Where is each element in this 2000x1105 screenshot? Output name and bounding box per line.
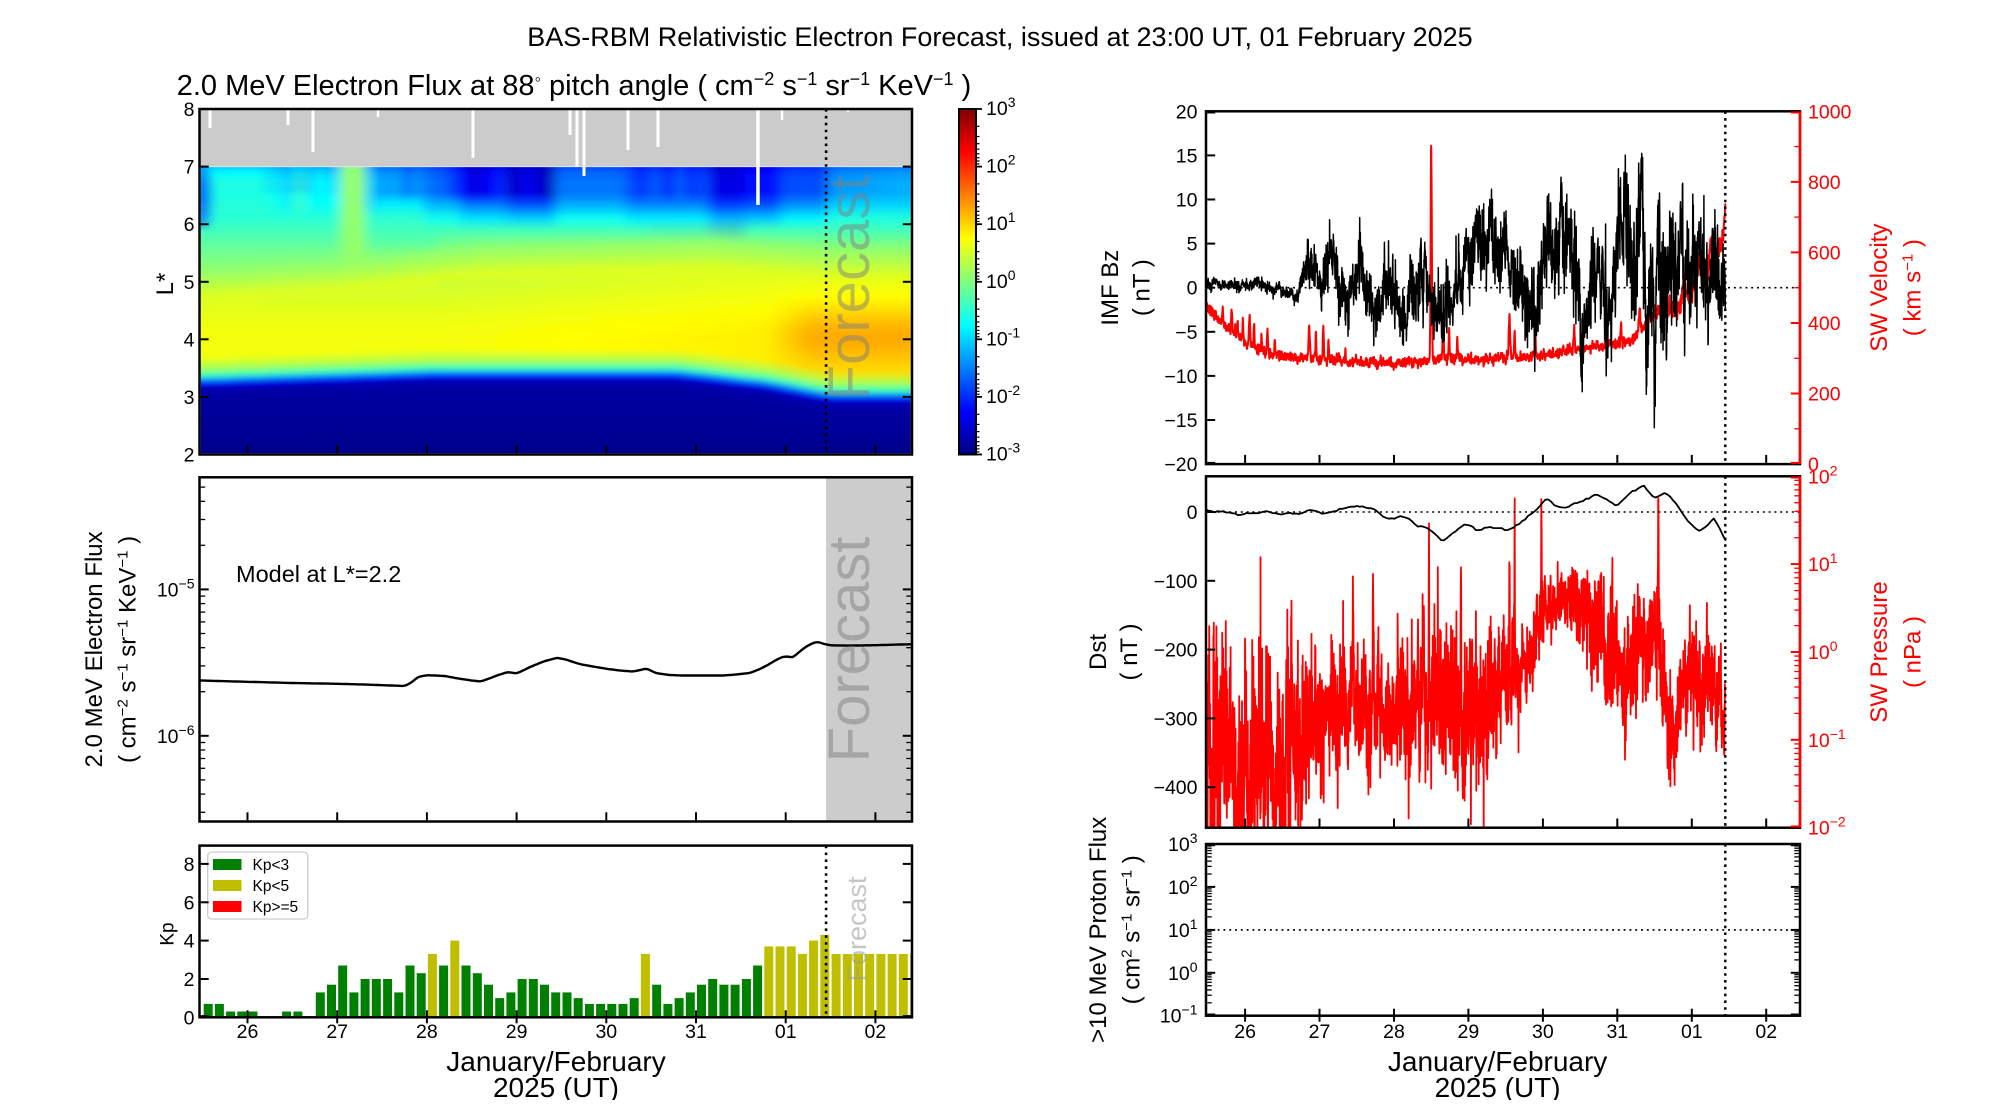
svg-text:3: 3 bbox=[184, 387, 195, 409]
svg-text:−5: −5 bbox=[1175, 322, 1197, 344]
svg-text:BAS-RBM Relativistic Electron: BAS-RBM Relativistic Electron Forecast, … bbox=[527, 22, 1472, 52]
svg-text:30: 30 bbox=[1532, 1021, 1554, 1043]
svg-text:26: 26 bbox=[1234, 1021, 1256, 1043]
svg-text:15: 15 bbox=[1176, 145, 1198, 167]
svg-text:8: 8 bbox=[184, 99, 195, 121]
svg-text:−200: −200 bbox=[1154, 640, 1198, 662]
svg-text:30: 30 bbox=[595, 1021, 617, 1043]
svg-text:1000: 1000 bbox=[1808, 101, 1852, 123]
svg-text:2.0 MeV Electron Flux: 2.0 MeV Electron Flux bbox=[81, 531, 108, 767]
svg-text:28: 28 bbox=[1383, 1021, 1405, 1043]
svg-text:102: 102 bbox=[986, 152, 1016, 178]
svg-text:800: 800 bbox=[1808, 172, 1841, 194]
svg-text:4: 4 bbox=[184, 931, 195, 953]
svg-text:2025 (UT): 2025 (UT) bbox=[1435, 1072, 1561, 1100]
svg-text:6: 6 bbox=[184, 214, 195, 236]
svg-text:7: 7 bbox=[184, 157, 195, 179]
svg-text:−100: −100 bbox=[1154, 571, 1198, 593]
svg-text:8: 8 bbox=[184, 854, 195, 876]
svg-text:( nT ): ( nT ) bbox=[1129, 259, 1156, 316]
svg-text:−15: −15 bbox=[1164, 410, 1197, 432]
svg-text:Dst: Dst bbox=[1085, 634, 1112, 670]
svg-text:29: 29 bbox=[1458, 1021, 1480, 1043]
svg-text:January/February: January/February bbox=[1388, 1046, 1607, 1077]
svg-text:−20: −20 bbox=[1164, 454, 1197, 476]
svg-text:27: 27 bbox=[326, 1021, 348, 1043]
svg-text:Kp: Kp bbox=[158, 922, 179, 945]
svg-text:SW Pressure: SW Pressure bbox=[1866, 581, 1893, 722]
svg-text:2: 2 bbox=[184, 445, 195, 467]
svg-text:0: 0 bbox=[184, 1007, 195, 1029]
svg-text:Model at L*=2.2: Model at L*=2.2 bbox=[236, 561, 401, 587]
svg-text:Forecast: Forecast bbox=[817, 537, 882, 763]
svg-text:2: 2 bbox=[184, 969, 195, 991]
svg-text:2.0 MeV Electron Flux at 88◦ p: 2.0 MeV Electron Flux at 88◦ pitch angle… bbox=[177, 69, 972, 102]
svg-text:L*: L* bbox=[152, 273, 179, 296]
svg-text:January/February: January/February bbox=[446, 1046, 665, 1077]
svg-text:20: 20 bbox=[1176, 101, 1198, 123]
svg-text:10-2: 10-2 bbox=[986, 382, 1020, 408]
svg-text:6: 6 bbox=[184, 892, 195, 914]
svg-text:>10 MeV Proton Flux: >10 MeV Proton Flux bbox=[1085, 817, 1112, 1043]
svg-text:5: 5 bbox=[184, 272, 195, 294]
svg-text:200: 200 bbox=[1808, 384, 1841, 406]
svg-text:26: 26 bbox=[237, 1021, 259, 1043]
svg-text:600: 600 bbox=[1808, 242, 1841, 264]
svg-text:Forecast: Forecast bbox=[817, 175, 882, 401]
svg-text:−300: −300 bbox=[1154, 708, 1198, 730]
svg-text:−10: −10 bbox=[1164, 366, 1197, 388]
svg-text:10−2: 10−2 bbox=[1808, 814, 1846, 840]
svg-text:400: 400 bbox=[1808, 313, 1841, 335]
svg-text:27: 27 bbox=[1309, 1021, 1331, 1043]
svg-text:4: 4 bbox=[184, 329, 195, 351]
svg-text:( nT ): ( nT ) bbox=[1116, 624, 1143, 681]
svg-text:IMF Bz: IMF Bz bbox=[1097, 250, 1124, 326]
svg-text:0: 0 bbox=[1187, 278, 1198, 300]
svg-text:SW Velocity: SW Velocity bbox=[1866, 224, 1893, 352]
svg-text:10: 10 bbox=[1176, 190, 1198, 212]
svg-text:01: 01 bbox=[1681, 1021, 1703, 1043]
svg-text:0: 0 bbox=[1808, 454, 1819, 476]
svg-text:5: 5 bbox=[1187, 234, 1198, 256]
svg-text:0: 0 bbox=[1187, 502, 1198, 524]
svg-text:31: 31 bbox=[685, 1021, 707, 1043]
svg-text:( nPa ): ( nPa ) bbox=[1900, 616, 1927, 688]
svg-text:Forecast: Forecast bbox=[842, 876, 872, 982]
svg-text:Kp<5: Kp<5 bbox=[253, 878, 290, 895]
svg-text:Kp>=5: Kp>=5 bbox=[253, 899, 299, 916]
svg-text:01: 01 bbox=[775, 1021, 797, 1043]
svg-text:−400: −400 bbox=[1154, 777, 1198, 799]
svg-text:02: 02 bbox=[1755, 1021, 1777, 1043]
svg-text:29: 29 bbox=[506, 1021, 528, 1043]
svg-text:( km s−1 ): ( km s−1 ) bbox=[1900, 239, 1927, 336]
svg-text:( cm−2 s−1 sr−1 KeV−1 ): ( cm−2 s−1 sr−1 KeV−1 ) bbox=[115, 536, 142, 763]
svg-text:31: 31 bbox=[1606, 1021, 1628, 1043]
svg-text:2025 (UT): 2025 (UT) bbox=[493, 1072, 619, 1100]
svg-text:Kp<3: Kp<3 bbox=[253, 857, 290, 874]
svg-text:28: 28 bbox=[416, 1021, 438, 1043]
svg-text:02: 02 bbox=[865, 1021, 887, 1043]
